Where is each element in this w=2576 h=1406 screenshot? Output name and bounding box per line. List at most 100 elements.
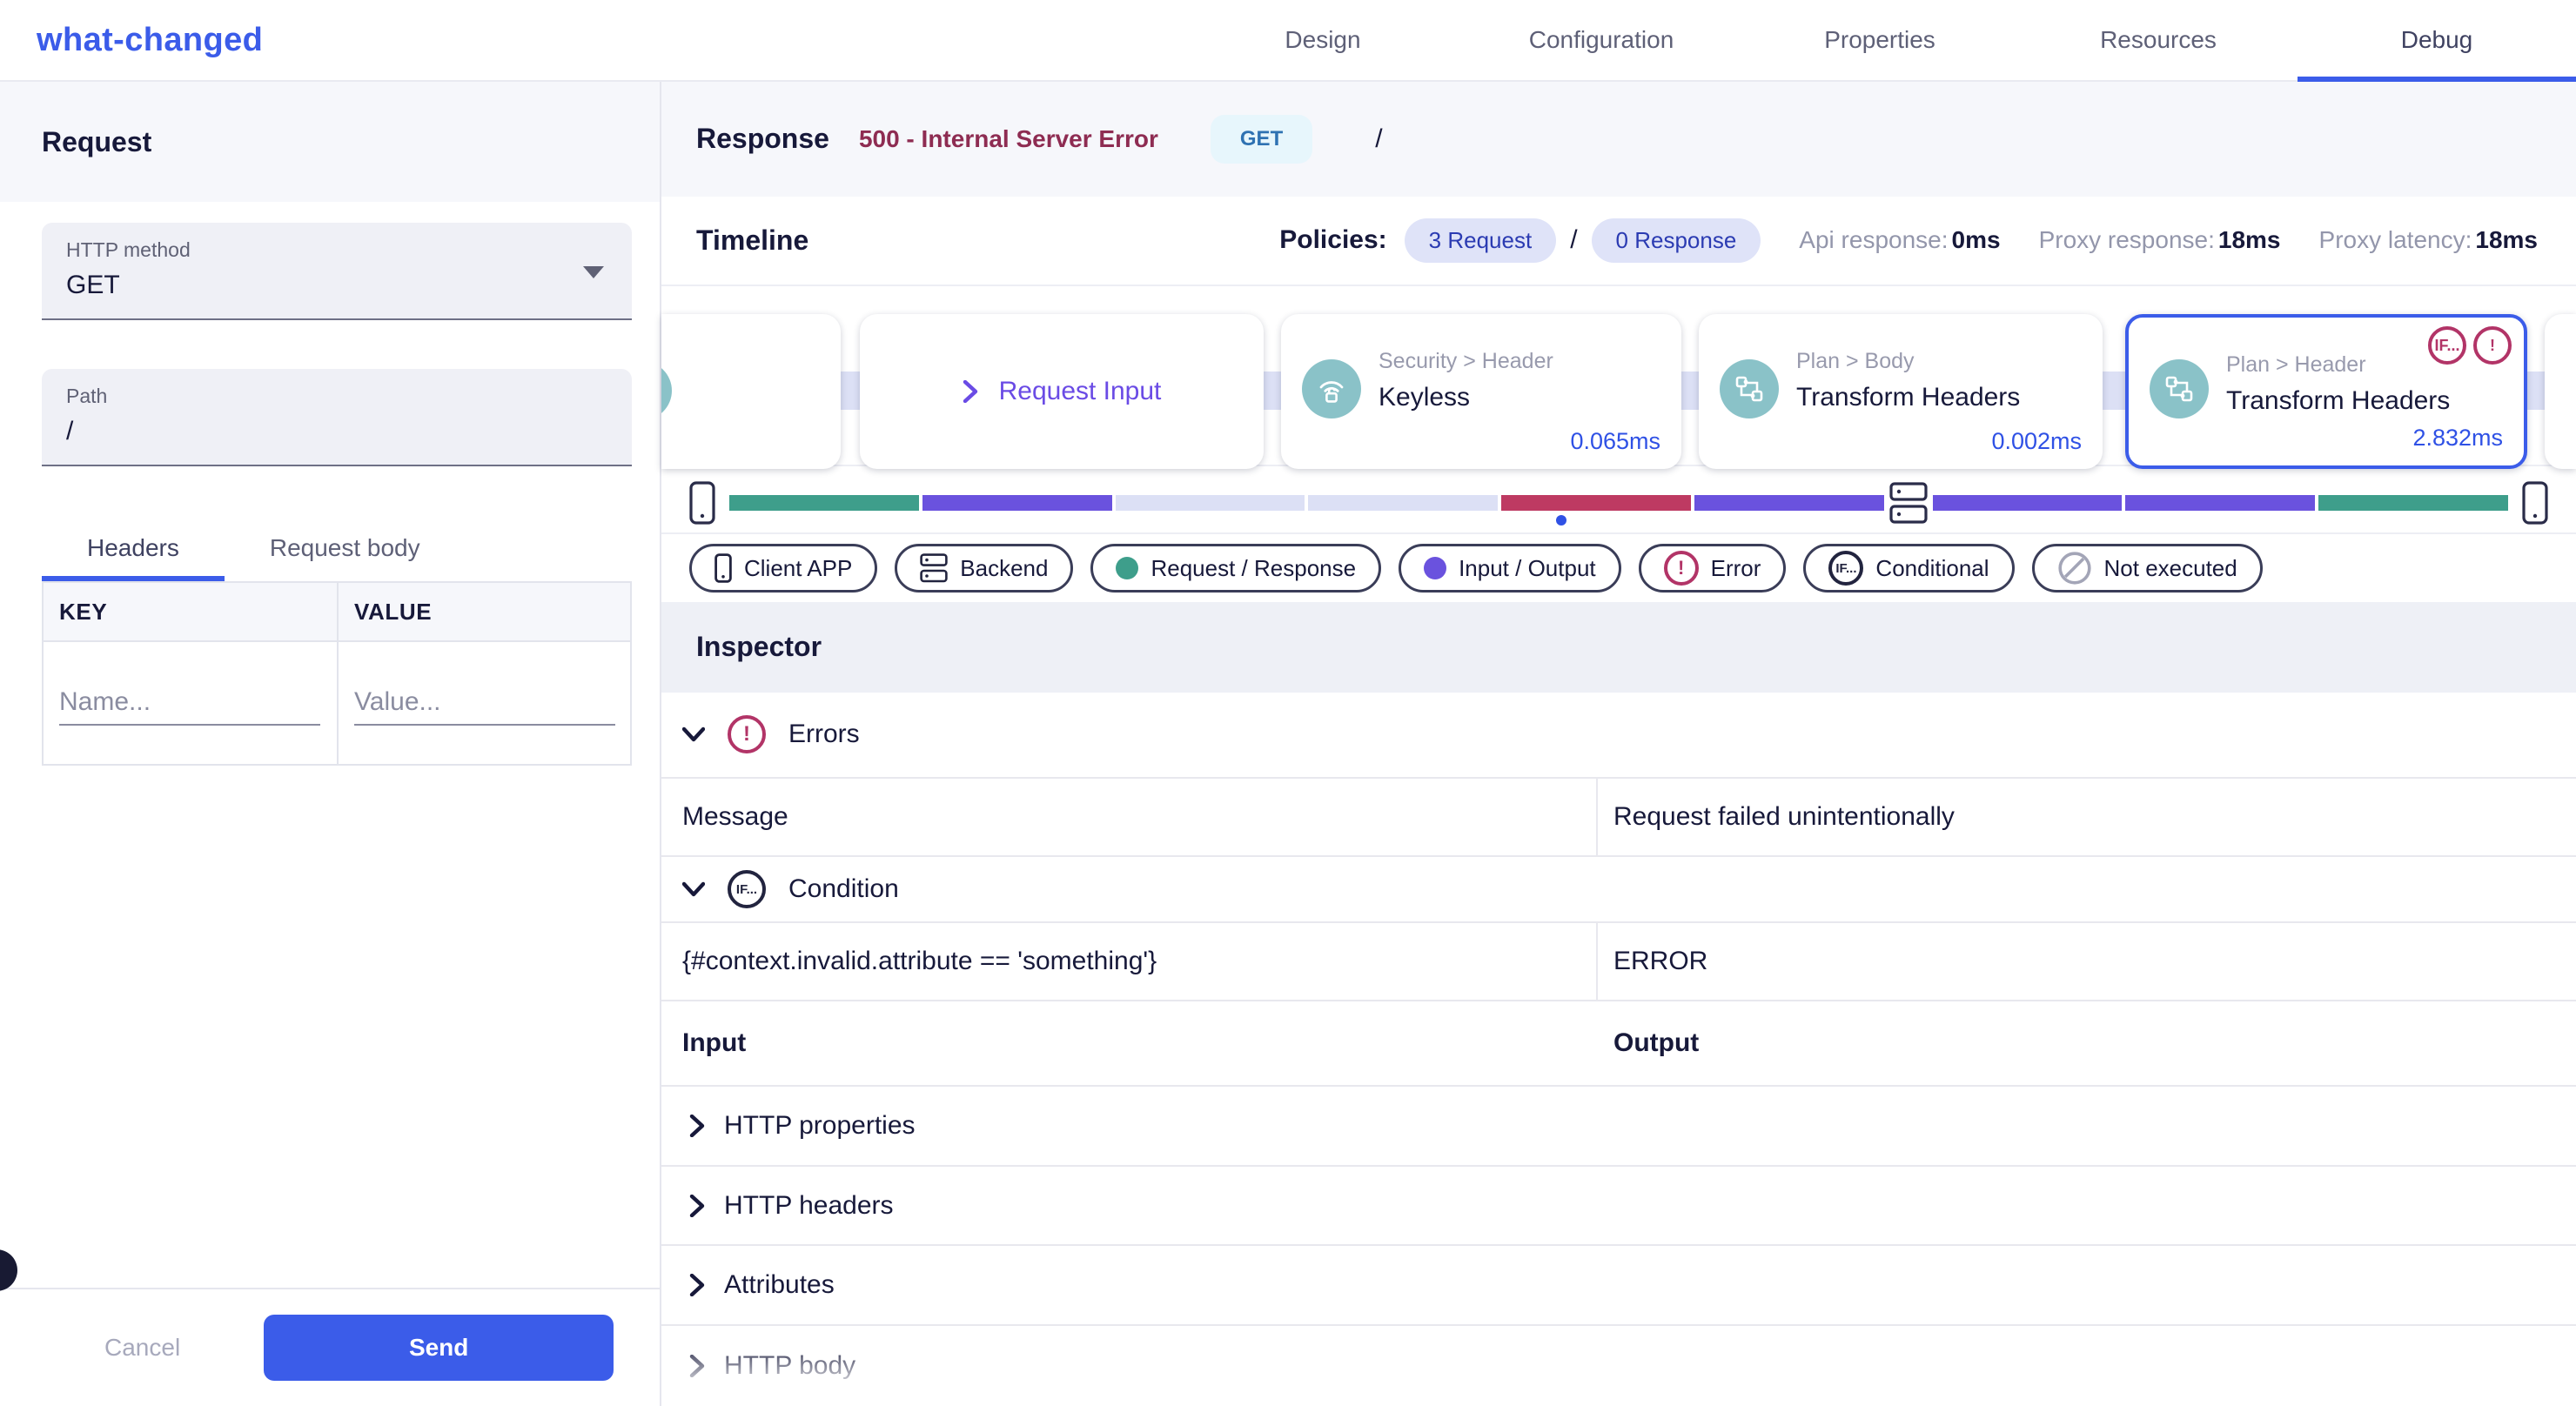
response-header: Response 500 - Internal Server Error GET… bbox=[661, 82, 2576, 197]
timeline-card-transform-headers-selected[interactable]: IF... ! Plan > Header Transform Headers … bbox=[2125, 314, 2527, 470]
client-app-icon bbox=[2522, 480, 2548, 525]
http-method-value: GET bbox=[66, 271, 120, 299]
key-column-header: KEY bbox=[59, 598, 108, 625]
chevron-right-icon bbox=[689, 1274, 705, 1297]
legend-not-executed[interactable]: Not executed bbox=[2031, 544, 2263, 593]
tab-request-body[interactable]: Request body bbox=[269, 534, 420, 561]
bar-segment-output bbox=[1932, 494, 2123, 511]
cancel-button[interactable]: Cancel bbox=[104, 1334, 181, 1361]
request-response-dot bbox=[1116, 557, 1139, 580]
chevron-right-icon bbox=[689, 1114, 705, 1137]
timeline-title: Timeline bbox=[696, 224, 809, 256]
backend-icon bbox=[920, 553, 948, 583]
api-title: what-changed bbox=[37, 21, 264, 58]
request-footer: Cancel Send bbox=[0, 1288, 660, 1406]
timeline-card-clipped-right[interactable] bbox=[2545, 314, 2576, 470]
inspector-title: Inspector bbox=[661, 602, 2576, 693]
input-column-header: Input bbox=[682, 1028, 747, 1058]
error-message-row: Message Request failed unintentionally bbox=[661, 777, 2576, 857]
legend-input-output[interactable]: Input / Output bbox=[1399, 544, 1621, 593]
selected-card-indicator bbox=[1556, 514, 1566, 526]
legend-backend[interactable]: Backend bbox=[895, 544, 1074, 593]
accordion-http-headers[interactable]: HTTP headers bbox=[661, 1167, 2576, 1247]
legend-conditional[interactable]: IF... Conditional bbox=[1803, 544, 2015, 593]
policy-duration: 0.002ms bbox=[1991, 428, 2082, 455]
response-panel: Response 500 - Internal Server Error GET… bbox=[661, 82, 2576, 1406]
send-button[interactable]: Send bbox=[264, 1315, 614, 1381]
chip-separator: / bbox=[1570, 225, 1578, 255]
condition-section-toggle[interactable]: IF... Condition bbox=[661, 857, 2576, 922]
bar-segment-response bbox=[2318, 494, 2509, 511]
policy-scope: Security > Header bbox=[1379, 349, 1553, 374]
headers-table-header: KEY VALUE bbox=[44, 583, 630, 642]
card-connector bbox=[2097, 372, 2130, 411]
condition-row: {#context.invalid.attribute == 'somethin… bbox=[661, 921, 2576, 1002]
timeline-card-transform-headers-body[interactable]: Plan > Body Transform Headers 0.002ms bbox=[1699, 314, 2103, 470]
chevron-down-icon bbox=[682, 881, 705, 897]
policy-name: Transform Headers bbox=[1796, 383, 2021, 412]
bar-segment-not-executed bbox=[1115, 494, 1305, 511]
headers-table: KEY VALUE bbox=[42, 581, 632, 766]
method-badge: GET bbox=[1210, 114, 1313, 164]
tab-headers[interactable]: Headers bbox=[42, 515, 225, 581]
backend-icon bbox=[1889, 481, 1928, 524]
card-label: Request Input bbox=[998, 377, 1162, 406]
timeline-card-clipped-left[interactable] bbox=[661, 314, 841, 470]
errors-section-toggle[interactable]: ! Errors bbox=[661, 693, 2576, 777]
policy-name: Keyless bbox=[1379, 383, 1471, 412]
response-status: 500 - Internal Server Error bbox=[858, 124, 1158, 152]
tab-configuration[interactable]: Configuration bbox=[1528, 26, 1674, 53]
bar-segment-output bbox=[2125, 494, 2316, 511]
timeline-header: Timeline Policies: 3 Request / 0 Respons… bbox=[661, 197, 2576, 287]
transform-headers-icon bbox=[1720, 359, 1779, 419]
tab-debug[interactable]: Debug bbox=[2298, 0, 2576, 82]
proxy-response-metric: Proxy response: 18ms bbox=[2038, 226, 2281, 254]
response-title: Response bbox=[696, 123, 829, 155]
not-executed-icon bbox=[2057, 552, 2091, 585]
policy-scope: Plan > Body bbox=[1796, 349, 1915, 374]
header-key-input[interactable] bbox=[59, 680, 320, 726]
accordion-http-properties[interactable]: HTTP properties bbox=[661, 1087, 2576, 1167]
keyless-icon bbox=[1302, 359, 1361, 419]
tab-design[interactable]: Design bbox=[1285, 26, 1361, 53]
timeline-card-request-input[interactable]: Request Input bbox=[860, 314, 1264, 470]
request-policies-chip: 3 Request bbox=[1404, 218, 1557, 263]
tab-properties[interactable]: Properties bbox=[1824, 26, 1935, 53]
tab-resources[interactable]: Resources bbox=[2100, 26, 2217, 53]
policy-duration: 2.832ms bbox=[2412, 425, 2503, 452]
bar-segment-input bbox=[922, 494, 1112, 511]
floating-dot[interactable] bbox=[0, 1249, 17, 1291]
conditional-icon: IF... bbox=[728, 870, 766, 909]
policy-scope: Plan > Header bbox=[2226, 352, 2366, 378]
chevron-right-icon bbox=[689, 1355, 705, 1378]
legend-client-app[interactable]: Client APP bbox=[689, 544, 878, 593]
accordion-http-body[interactable]: HTTP body bbox=[661, 1326, 2576, 1406]
http-method-select[interactable]: HTTP method GET bbox=[42, 223, 632, 320]
value-column-header: VALUE bbox=[337, 583, 630, 640]
error-badge-icon: ! bbox=[2473, 326, 2512, 365]
accordion-attributes[interactable]: Attributes bbox=[661, 1246, 2576, 1327]
header-value-input[interactable] bbox=[354, 680, 615, 726]
legend-request-response[interactable]: Request / Response bbox=[1090, 544, 1382, 593]
proxy-latency-metric: Proxy latency: 18ms bbox=[2318, 226, 2538, 254]
response-policies-chip: 0 Response bbox=[1591, 218, 1761, 263]
client-app-icon bbox=[714, 553, 732, 583]
errors-section-label: Errors bbox=[788, 720, 860, 749]
request-panel-title: Request bbox=[0, 82, 660, 202]
request-panel: Request HTTP method GET Path / Headers R… bbox=[0, 82, 661, 1406]
error-message-key: Message bbox=[661, 779, 1598, 855]
http-method-label: HTTP method bbox=[66, 238, 191, 261]
policy-name: Transform Headers bbox=[2226, 386, 2451, 416]
transform-headers-icon bbox=[2150, 359, 2209, 419]
path-field[interactable]: Path / bbox=[42, 369, 632, 466]
error-icon: ! bbox=[1663, 551, 1699, 586]
path-label: Path bbox=[66, 385, 108, 407]
top-bar: what-changed Design Configuration Proper… bbox=[0, 0, 2576, 82]
policies-label: Policies: bbox=[1279, 225, 1387, 255]
bar-segment-request bbox=[729, 494, 919, 511]
timeline-legend: Client APP Backend Request / Response In… bbox=[661, 534, 2576, 602]
legend-error[interactable]: ! Error bbox=[1638, 544, 1787, 593]
output-column-header: Output bbox=[1613, 1028, 1700, 1058]
timeline-card-keyless[interactable]: Security > Header Keyless 0.065ms bbox=[1281, 314, 1681, 470]
